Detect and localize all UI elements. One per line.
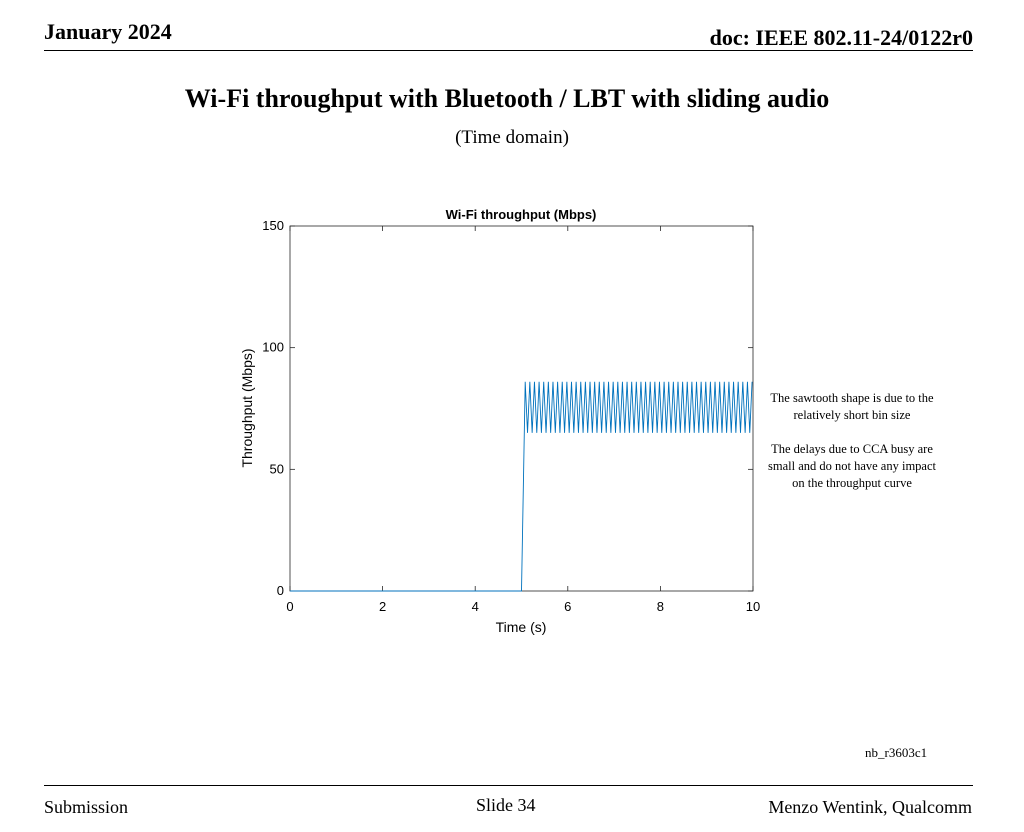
chart-title: Wi-Fi throughput (Mbps) — [446, 207, 597, 222]
x-tick-label: 10 — [746, 599, 760, 614]
x-axis-ticks: 0 2 4 6 8 10 — [286, 226, 760, 614]
series-line-throughput — [290, 381, 753, 592]
throughput-chart: Wi-Fi throughput (Mbps) 0 2 4 6 8 10 0 50 100 15… — [239, 207, 760, 635]
slide-subtitle: (Time domain) — [455, 127, 569, 148]
y-axis-ticks: 0 50 100 150 — [262, 218, 753, 598]
annotation-note: The sawtooth shape is due to the relativ… — [764, 390, 940, 509]
x-tick-label: 2 — [379, 599, 386, 614]
x-tick-label: 4 — [472, 599, 479, 614]
slide-title: Wi-Fi throughput with Bluetooth / LBT wi… — [184, 84, 830, 113]
x-tick-label: 6 — [564, 599, 571, 614]
header-divider — [44, 50, 973, 51]
x-tick-label: 0 — [286, 599, 293, 614]
x-axis-label: Time (s) — [496, 619, 547, 635]
y-tick-label: 0 — [277, 583, 284, 598]
footer-submission: Submission — [44, 797, 129, 817]
slide-number: Slide 34 — [476, 795, 536, 815]
y-axis-label: Throughput (Mbps) — [239, 348, 255, 467]
annotation-cca-busy: The delays due to CCA busy are small and… — [767, 442, 936, 490]
x-tick-label: 8 — [657, 599, 664, 614]
y-tick-label: 50 — [270, 461, 284, 476]
annotation-bin-size: The sawtooth shape is due to the relativ… — [770, 391, 934, 422]
y-tick-label: 150 — [262, 218, 284, 233]
y-tick-label: 100 — [262, 340, 284, 355]
header-doc-id: doc: IEEE 802.11-24/0122r0 — [709, 25, 973, 50]
simulation-code: nb_r3603c1 — [865, 745, 928, 760]
plot-area — [289, 225, 754, 592]
footer-author: Menzo Wentink, Qualcomm — [768, 797, 972, 817]
header-date: January 2024 — [44, 19, 172, 44]
footer-divider — [44, 785, 973, 786]
